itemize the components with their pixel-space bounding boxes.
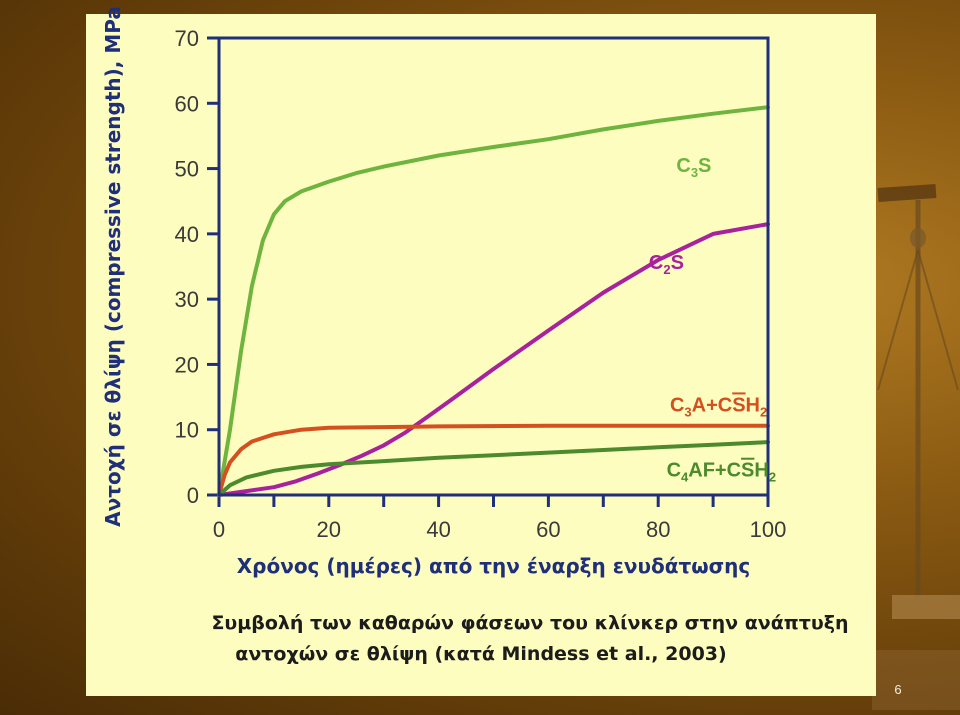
series-line-c2s [217,222,770,497]
x-tick-label: 0 [213,517,225,542]
strength-chart: 0 10 20 30 40 50 60 70 0 20 40 60 80 100 C3S C2S C3A+C… [101,6,786,578]
x-tick-label: 80 [646,517,670,542]
x-axis-title: Χρόνος (ημέρες) από την έναρξη ενυδάτωση… [237,554,751,578]
y-axis-ticks: 0 10 20 30 40 50 60 70 [175,26,219,508]
y-tick-label: 50 [175,157,199,182]
series-label-c4af: C4AF+CSH2 [667,460,777,485]
series-label-c2s: C2S [649,252,684,277]
y-tick-label: 30 [175,287,199,312]
page-number: 6 [894,682,902,697]
x-tick-label: 20 [317,517,341,542]
series-line-c4af [217,440,770,497]
x-tick-label: 40 [426,517,450,542]
x-tick-label: 100 [750,517,787,542]
x-tick-label: 60 [536,517,560,542]
y-tick-label: 20 [175,352,199,377]
series-labels: C3S C2S C3A+CSH2 C4AF+CSH2 [649,155,776,485]
y-tick-label: 10 [175,418,199,443]
x-axis-ticks: 0 20 40 60 80 100 [213,495,786,542]
caption-line-1: Συμβολή των καθαρών φάσεων του κλίνκερ σ… [211,612,849,634]
series-line-c3s [217,105,770,497]
slide-panel: 0 10 20 30 40 50 60 70 0 20 40 60 80 100 C3S C2S C3A+C… [86,6,876,696]
y-tick-label: 40 [175,222,199,247]
series-line-c3a [217,423,770,497]
series-label-c3a: C3A+CSH2 [670,394,767,419]
figure-caption: Συμβολή των καθαρών φάσεων του κλίνκερ σ… [86,608,876,670]
series-label-c3s: C3S [676,155,711,180]
y-tick-label: 0 [187,483,199,508]
plot-frame [217,36,770,497]
chart-series [217,105,770,497]
y-tick-label: 60 [175,91,199,116]
y-axis-title: Αντοχή σε θλίψη (compressive strength), … [101,6,125,527]
balance-scale-decoration [872,183,960,710]
caption-line-2: αντοχών σε θλίψη (κατά Mindess et al., 2… [235,643,727,665]
y-tick-label: 70 [175,26,199,51]
